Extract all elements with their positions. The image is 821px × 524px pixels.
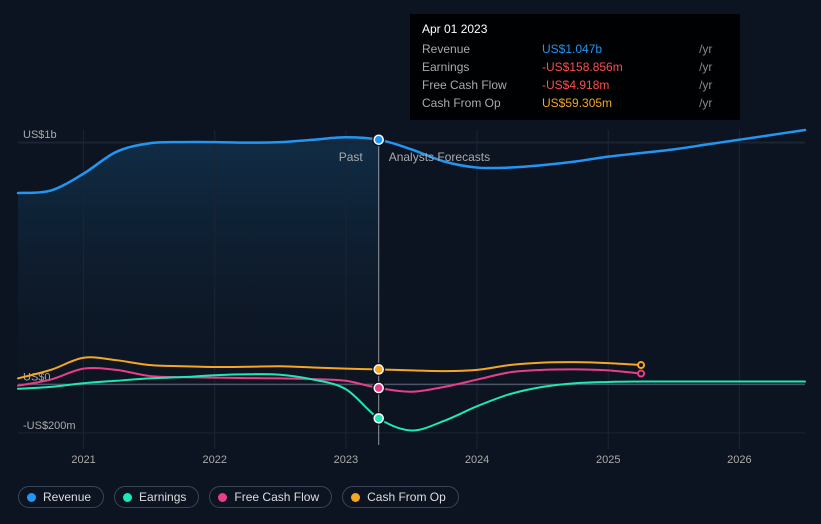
hover-tooltip: Apr 01 2023 RevenueUS$1.047b/yrEarnings-… [410,14,740,120]
y-tick-label: US$1b [23,129,57,141]
tooltip-row: RevenueUS$1.047b/yr [422,40,728,58]
legend-item-revenue[interactable]: Revenue [18,486,104,508]
legend-dot [123,493,132,502]
tooltip-row: Free Cash Flow-US$4.918m/yr [422,76,728,94]
y-tick-label: -US$200m [23,420,76,432]
hl-dot-earnings [374,414,383,423]
tooltip-label: Free Cash Flow [422,76,542,94]
hl-dot-cash_from_op [374,365,383,374]
legend-dot [351,493,360,502]
x-tick-label: 2022 [203,454,227,466]
tooltip-value: US$59.305m [542,94,695,112]
tooltip-date: Apr 01 2023 [422,22,728,36]
chart-container: 202120222023202420252026US$1bUS$0-US$200… [0,0,821,524]
tooltip-unit: /yr [695,58,728,76]
tooltip-unit: /yr [695,76,728,94]
legend-item-cash_from_op[interactable]: Cash From Op [342,486,459,508]
tooltip-value: -US$4.918m [542,76,695,94]
tooltip-label: Revenue [422,40,542,58]
tooltip-value: US$1.047b [542,40,695,58]
legend-item-free_cash_flow[interactable]: Free Cash Flow [209,486,332,508]
legend-item-earnings[interactable]: Earnings [114,486,199,508]
legend-label: Revenue [43,490,91,504]
x-tick-label: 2021 [71,454,95,466]
tooltip-label: Earnings [422,58,542,76]
forecast-section-label: Analysts Forecasts [389,150,490,164]
past-shade [18,137,379,384]
x-tick-label: 2025 [596,454,620,466]
hl-dot-revenue [374,135,383,144]
hl-dot-free_cash_flow [374,384,383,393]
series-end-inner-cash_from_op [639,363,643,367]
tooltip-label: Cash From Op [422,94,542,112]
legend-dot [27,493,36,502]
tooltip-unit: /yr [695,94,728,112]
legend: Revenue Earnings Free Cash Flow Cash From O… [18,486,459,508]
past-section-label: Past [339,150,363,164]
legend-label: Earnings [139,490,186,504]
tooltip-value: -US$158.856m [542,58,695,76]
legend-label: Free Cash Flow [234,490,319,504]
legend-label: Cash From Op [367,490,446,504]
series-end-inner-free_cash_flow [639,372,643,376]
tooltip-row: Cash From OpUS$59.305m/yr [422,94,728,112]
x-tick-label: 2026 [727,454,751,466]
tooltip-unit: /yr [695,40,728,58]
legend-dot [218,493,227,502]
x-tick-label: 2023 [334,454,358,466]
tooltip-row: Earnings-US$158.856m/yr [422,58,728,76]
tooltip-table: RevenueUS$1.047b/yrEarnings-US$158.856m/… [422,40,728,112]
x-tick-label: 2024 [465,454,489,466]
